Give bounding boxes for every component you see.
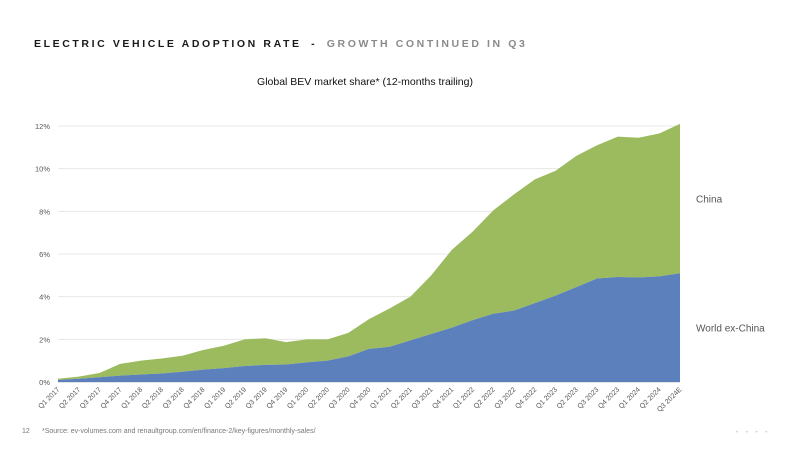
x-tick-label: Q3 2019 <box>245 386 269 410</box>
x-tick-label: Q3 2017 <box>79 386 103 410</box>
x-tick-label: Q2 2019 <box>224 386 248 410</box>
x-tick-label: Q4 2017 <box>100 386 124 410</box>
x-tick-label: Q4 2021 <box>431 386 455 410</box>
x-tick-label: Q2 2022 <box>473 386 497 410</box>
y-tick-label: 6% <box>39 250 50 259</box>
series-label-china: China <box>696 195 723 206</box>
slide-subtitle: GROWTH CONTINUED IN Q3 <box>326 38 528 50</box>
x-tick-label: Q1 2019 <box>203 386 227 410</box>
y-tick-label: 12% <box>35 122 50 131</box>
y-tick-label: 10% <box>35 165 50 174</box>
area-china <box>58 123 680 380</box>
x-tick-label: Q1 2020 <box>286 386 310 410</box>
y-tick-label: 4% <box>39 293 50 302</box>
x-tick-label: Q1 2018 <box>120 386 144 410</box>
x-tick-label: Q2 2021 <box>390 386 414 410</box>
x-tick-label: Q3 2022 <box>494 386 518 410</box>
x-tick-label: Q2 2018 <box>141 386 165 410</box>
decorative-dots: • • • • <box>736 430 771 436</box>
slide-title: ELECTRIC VEHICLE ADOPTION RATE - GROWTH … <box>34 38 527 50</box>
x-tick-label: Q3 2023 <box>577 386 601 410</box>
x-tick-label: Q2 2020 <box>307 386 331 410</box>
x-tick-label: Q4 2023 <box>597 386 621 410</box>
x-tick-label: Q3 2020 <box>328 386 352 410</box>
series-label-world-ex-china: World ex-China <box>696 324 765 335</box>
x-tick-label: Q1 2024 <box>618 386 642 410</box>
x-tick-label: Q1 2017 <box>37 386 61 410</box>
x-tick-label: Q1 2022 <box>452 386 476 410</box>
x-tick-label: Q1 2021 <box>369 386 393 410</box>
y-tick-label: 0% <box>39 378 50 387</box>
x-tick-label: Q3 2018 <box>162 386 186 410</box>
page-number: 12 <box>22 428 30 435</box>
source-note: *Source: ev-volumes.com and renaultgroup… <box>42 428 316 435</box>
x-tick-label: Q4 2020 <box>348 386 372 410</box>
area-world-ex-china <box>58 273 680 382</box>
chart-title: Global BEV market share* (12-months trai… <box>257 76 473 88</box>
x-tick-label: Q4 2018 <box>183 386 207 410</box>
x-tick-label: Q2 2023 <box>556 386 580 410</box>
x-tick-label: Q4 2019 <box>266 386 290 410</box>
slide-title-main: ELECTRIC VEHICLE ADOPTION RATE <box>34 38 302 50</box>
x-tick-label: Q4 2022 <box>514 386 538 410</box>
x-tick-label: Q1 2023 <box>535 386 559 410</box>
x-tick-label: Q3 2021 <box>411 386 435 410</box>
y-tick-label: 2% <box>39 335 50 344</box>
x-tick-label: Q2 2017 <box>58 386 82 410</box>
y-tick-label: 8% <box>39 207 50 216</box>
slide-title-separator: - <box>311 38 318 50</box>
